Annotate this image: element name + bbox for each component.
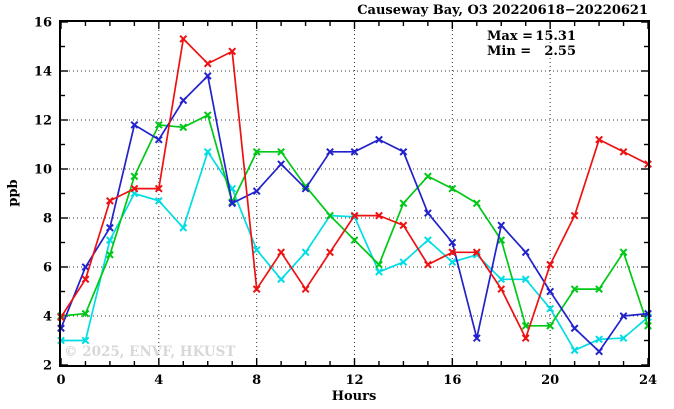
axis-ticks <box>60 21 649 366</box>
x-tick-label: 12 <box>345 373 363 388</box>
watermark: © 2025, ENVF, HKUST <box>64 344 235 360</box>
plot-border <box>59 20 650 367</box>
x-tick-label: 4 <box>154 373 163 388</box>
y-tick-labels: 2 4 6 8 10 12 14 16 <box>34 16 52 374</box>
y-tick-label: 10 <box>34 163 52 178</box>
legend-min-value: 2.55 <box>544 44 576 59</box>
series-green <box>57 111 652 330</box>
x-axis-label: Hours <box>332 389 377 404</box>
series-red <box>57 34 652 343</box>
legend-max-value: 15.31 <box>535 29 576 44</box>
x-tick-label: 8 <box>252 373 261 388</box>
y-tick-label: 2 <box>43 359 52 374</box>
y-axis-label: ppb <box>6 179 21 206</box>
y-tick-label: 14 <box>34 65 52 80</box>
y-tick-label: 6 <box>43 261 52 276</box>
legend-min-label: Min = <box>487 44 531 59</box>
y-tick-label: 12 <box>34 114 52 129</box>
y-tick-label: 16 <box>34 16 52 31</box>
plot-area <box>57 20 652 367</box>
series-line-cyan <box>61 149 649 352</box>
x-tick-labels: 0 4 8 12 16 20 24 <box>56 373 657 388</box>
legend-max-label: Max = <box>487 29 533 44</box>
x-tick-label: 16 <box>443 373 461 388</box>
chart-title: Causeway Bay, O3 20220618−20220621 <box>357 3 648 18</box>
x-tick-label: 0 <box>56 373 65 388</box>
y-tick-label: 4 <box>43 310 52 325</box>
x-tick-label: 20 <box>541 373 559 388</box>
x-tick-label: 24 <box>639 373 657 388</box>
gridlines <box>61 22 648 365</box>
series-markers-green <box>57 111 652 330</box>
series-line-red <box>60 37 649 341</box>
y-tick-label: 8 <box>43 212 52 227</box>
